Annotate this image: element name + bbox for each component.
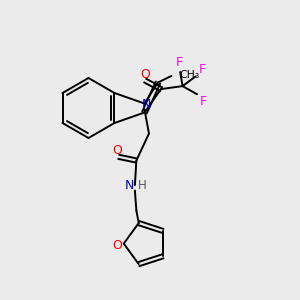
Text: CH₃: CH₃	[180, 70, 200, 80]
Text: H: H	[138, 178, 147, 192]
Text: F: F	[176, 56, 183, 69]
Text: O: O	[112, 238, 122, 252]
Text: O: O	[140, 68, 150, 81]
Text: N: N	[125, 179, 134, 192]
Text: O: O	[112, 144, 122, 157]
Text: F: F	[200, 95, 207, 109]
Text: F: F	[199, 63, 206, 76]
Text: N: N	[141, 98, 151, 112]
